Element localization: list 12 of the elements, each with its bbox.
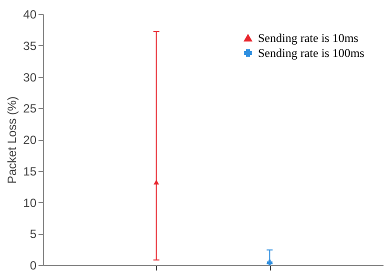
y-tick-label: 25 — [23, 102, 37, 116]
y-tick-label: 15 — [23, 164, 37, 178]
y-tick-label: 0 — [30, 258, 37, 272]
y-tick-label: 35 — [23, 38, 37, 53]
legend-label: Sending rate is 10ms — [258, 31, 359, 45]
y-tick-label: 10 — [23, 196, 37, 210]
y-tick-label: 30 — [23, 70, 37, 84]
y-tick-label: 40 — [23, 8, 37, 22]
y-tick-label: 20 — [23, 133, 37, 147]
y-axis-title: Packet Loss (%) — [5, 96, 20, 184]
legend-label: Sending rate is 100ms — [258, 46, 365, 60]
y-tick-label: 5 — [30, 227, 37, 242]
